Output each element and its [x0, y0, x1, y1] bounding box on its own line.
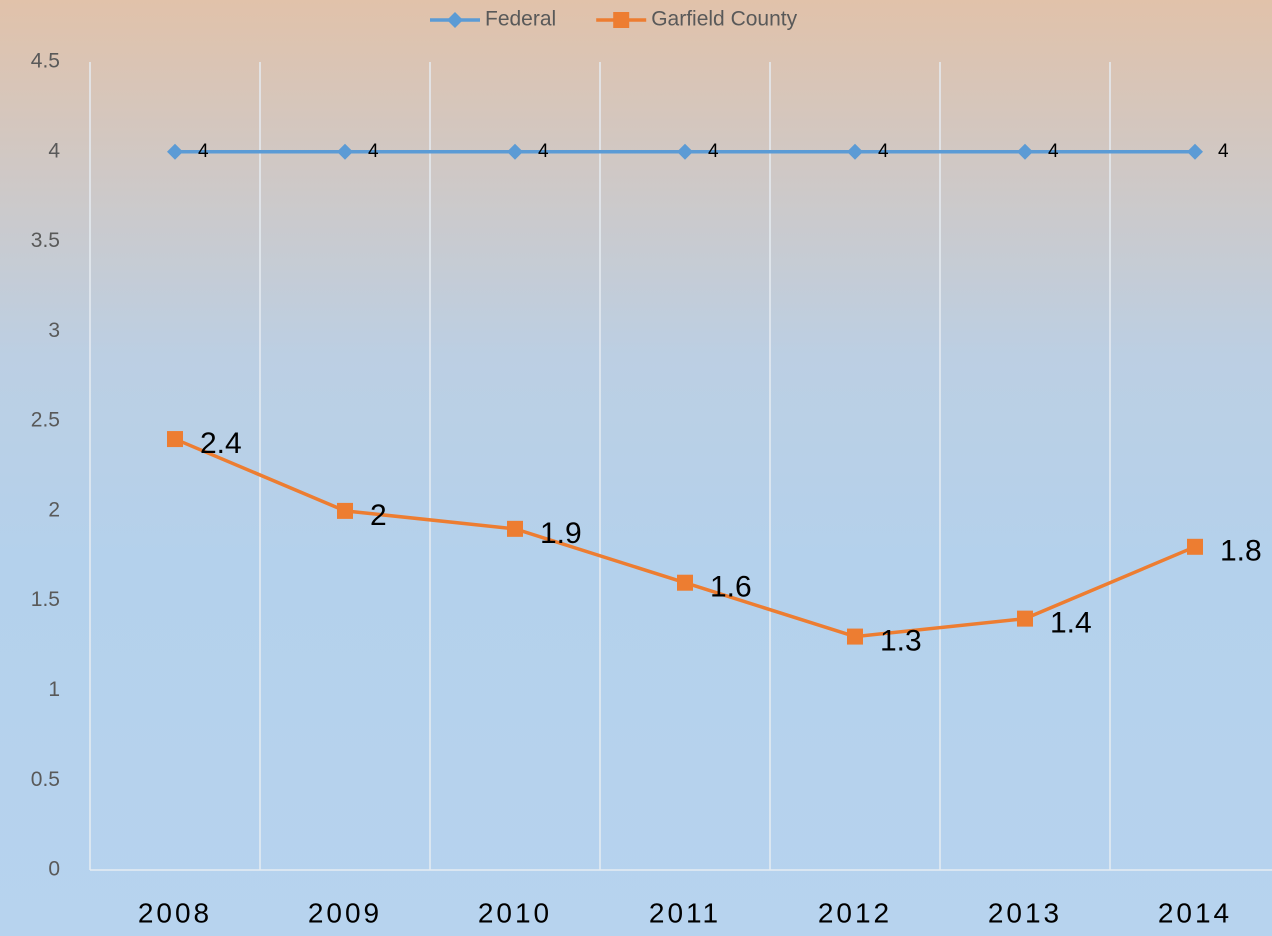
data-label: 4 [368, 141, 379, 162]
x-tick-label: 2008 [138, 897, 212, 928]
y-tick-label: 1 [48, 678, 60, 701]
data-point [1017, 610, 1033, 627]
y-tick-label: 4.5 [31, 50, 60, 73]
data-label: 4 [538, 141, 549, 162]
data-point [847, 143, 863, 160]
data-label: 2.4 [200, 427, 242, 460]
x-tick-label: 2012 [818, 897, 892, 928]
data-label: 4 [1218, 141, 1229, 162]
legend-label: Federal [485, 8, 556, 31]
data-point [337, 143, 353, 160]
data-point [677, 143, 693, 160]
data-label: 4 [708, 141, 719, 162]
data-label: 2 [370, 499, 387, 532]
y-tick-label: 1.5 [31, 588, 60, 611]
legend-marker [613, 12, 630, 28]
data-label: 1.3 [880, 624, 922, 657]
y-tick-label: 0.5 [31, 768, 60, 791]
data-point [507, 143, 523, 160]
data-point [1187, 538, 1203, 555]
data-point [167, 431, 183, 448]
data-label: 1.9 [540, 517, 582, 550]
y-tick-label: 2 [48, 498, 60, 521]
data-label: 1.8 [1220, 535, 1262, 568]
x-tick-label: 2014 [1158, 897, 1232, 928]
y-tick-label: 2.5 [31, 409, 60, 432]
data-label: 4 [198, 141, 209, 162]
data-label: 4 [1048, 141, 1059, 162]
data-label: 1.4 [1050, 607, 1092, 640]
y-tick-label: 4 [48, 139, 60, 162]
y-tick-label: 3 [48, 319, 60, 342]
data-point [167, 143, 183, 160]
legend-label: Garfield County [651, 8, 797, 31]
data-label: 1.6 [710, 571, 752, 604]
data-point [1187, 143, 1203, 160]
x-tick-label: 2009 [308, 897, 382, 928]
legend-marker [447, 12, 463, 28]
data-point [847, 628, 863, 645]
data-point [1017, 143, 1033, 160]
y-tick-label: 0 [48, 858, 60, 881]
x-tick-label: 2013 [988, 897, 1062, 928]
x-tick-label: 2010 [478, 897, 552, 928]
y-tick-label: 3.5 [31, 229, 60, 252]
data-point [507, 520, 523, 537]
data-point [677, 574, 693, 591]
x-tick-label: 2011 [649, 897, 721, 928]
data-point [337, 502, 353, 519]
data-label: 4 [878, 141, 889, 162]
